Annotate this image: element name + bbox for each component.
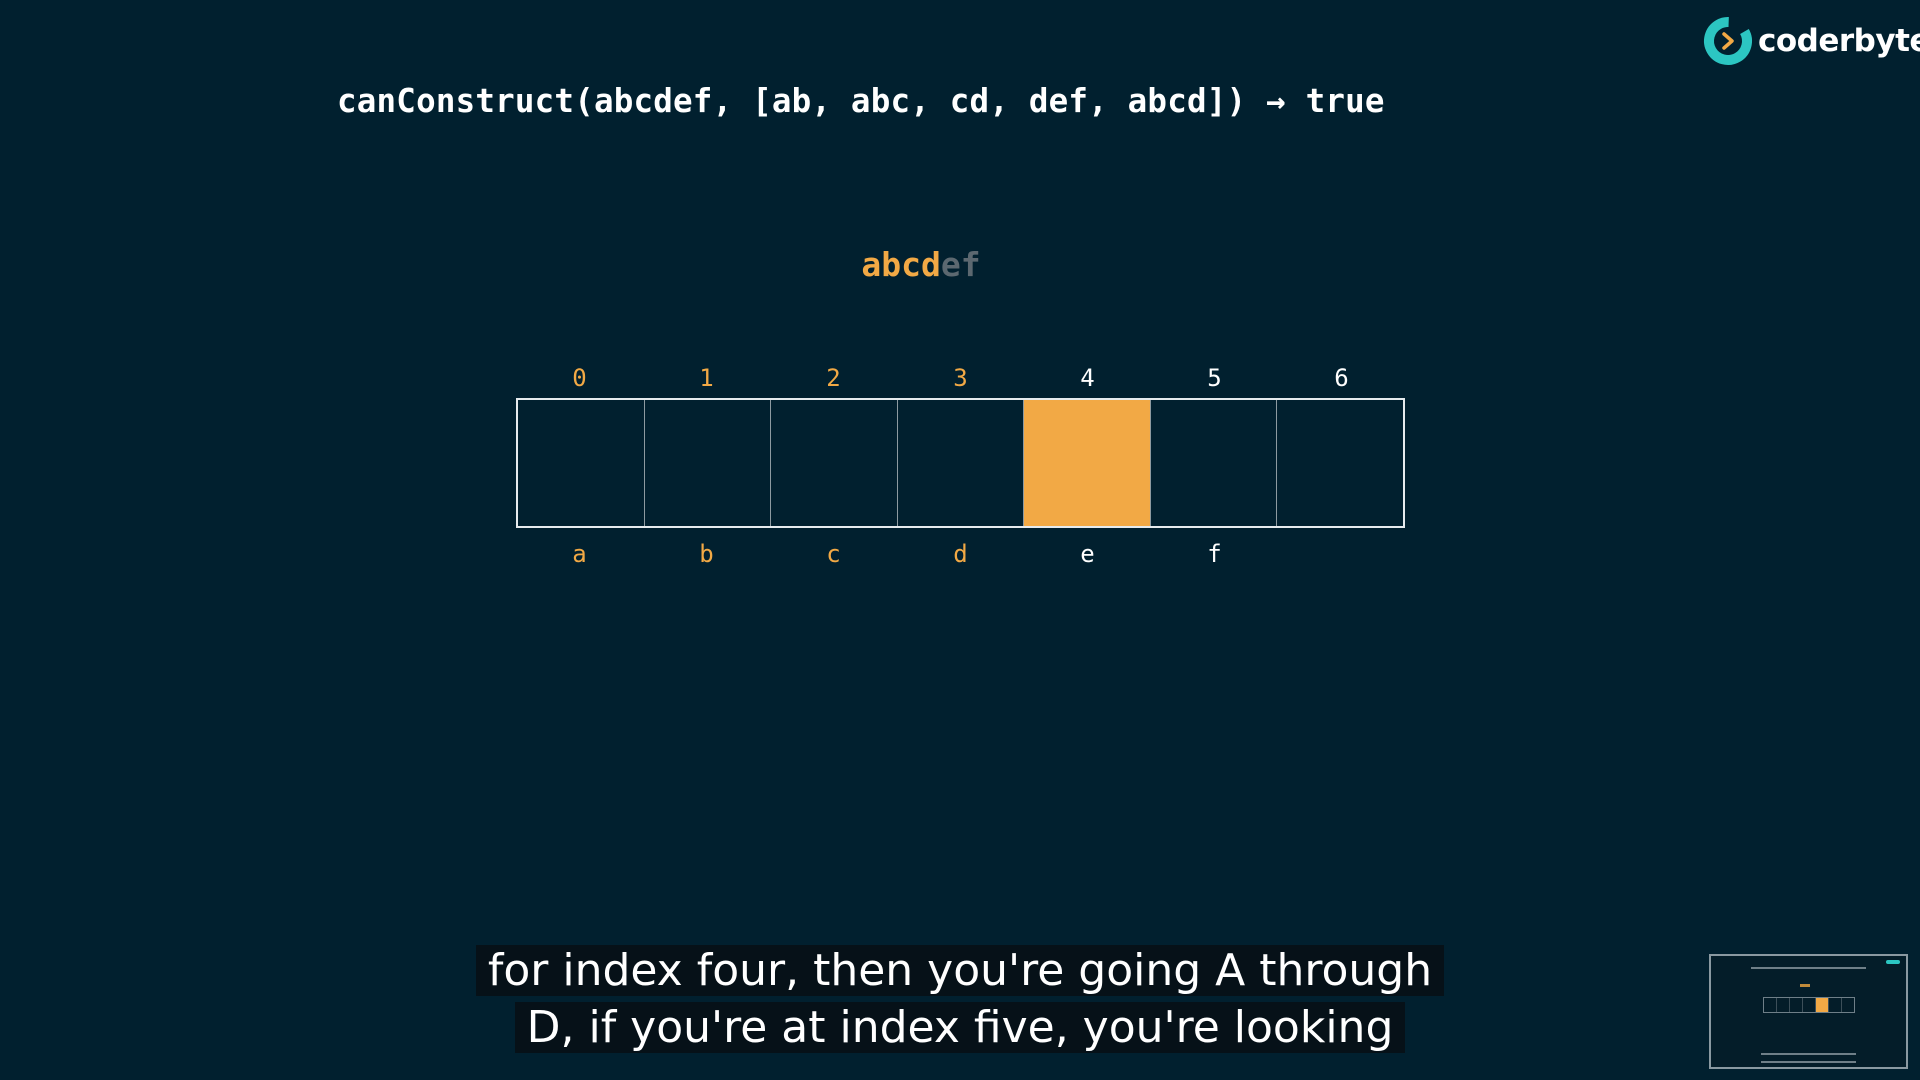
letter-labels-row: a b c d e f — [516, 540, 1405, 568]
index-label: 2 — [826, 364, 841, 392]
letter-label: d — [953, 540, 968, 568]
target-word: abcdef — [0, 245, 1842, 284]
target-word-remaining: ef — [940, 245, 981, 284]
table-cell — [645, 400, 772, 526]
index-label: 4 — [1080, 364, 1095, 392]
minimap-caption — [1761, 1053, 1856, 1063]
minimap-word — [1800, 984, 1810, 987]
letter-label: f — [1207, 540, 1222, 568]
dp-table — [516, 398, 1405, 528]
function-call-title: canConstruct(abcdef, [ab, abc, cd, def, … — [337, 82, 1385, 120]
caption-line-1: for index four, then you're going A thro… — [475, 945, 1445, 996]
letter-label: b — [699, 540, 714, 568]
letter-label — [1278, 540, 1405, 568]
target-word-processed: abcd — [861, 245, 941, 284]
index-label: 1 — [699, 364, 714, 392]
letter-label: a — [572, 540, 587, 568]
coderbyte-logo: coderbyte — [1702, 14, 1920, 68]
table-cell — [898, 400, 1025, 526]
table-cell — [518, 400, 645, 526]
brand-name: coderbyte — [1758, 23, 1920, 59]
video-caption: for index four, then you're going A thro… — [0, 942, 1920, 1056]
minimap-table — [1763, 997, 1855, 1013]
coderbyte-logo-icon — [1704, 16, 1752, 65]
table-cell-current — [1024, 400, 1151, 526]
caption-line-2: D, if you're at index five, you're looki… — [514, 1002, 1406, 1053]
table-cell — [1277, 400, 1403, 526]
index-label: 0 — [572, 364, 587, 392]
index-label: 3 — [953, 364, 968, 392]
table-cell — [1151, 400, 1278, 526]
index-labels-row: 0 1 2 3 4 5 6 — [516, 364, 1405, 392]
index-label: 6 — [1334, 364, 1349, 392]
index-label: 5 — [1207, 364, 1222, 392]
letter-label: e — [1080, 540, 1095, 568]
minimap-title — [1751, 967, 1866, 969]
minimap-logo — [1886, 960, 1900, 964]
letter-label: c — [826, 540, 841, 568]
table-cell — [771, 400, 898, 526]
minimap-thumbnail[interactable] — [1709, 954, 1908, 1069]
